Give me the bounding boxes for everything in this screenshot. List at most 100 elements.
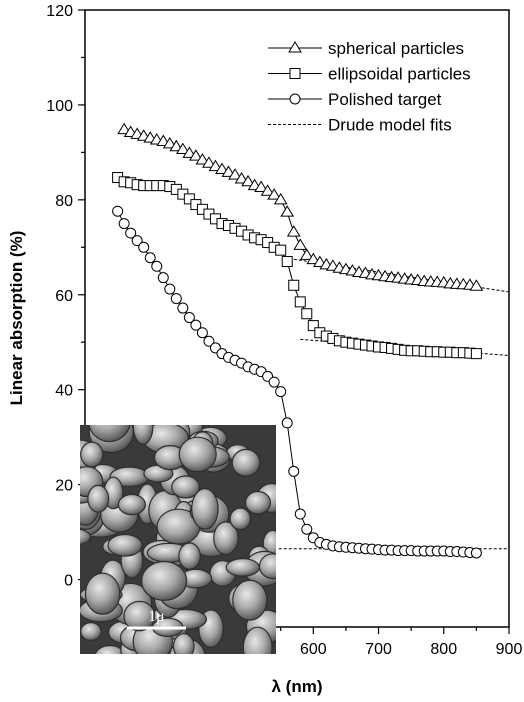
x-tick-label: 700 xyxy=(365,641,392,658)
grain-shape xyxy=(242,626,273,654)
y-tick-label: 40 xyxy=(55,383,73,400)
grain-shape xyxy=(80,622,102,642)
data-point-circle xyxy=(268,376,280,388)
x-tick-label: 800 xyxy=(430,641,457,658)
legend: spherical particles ellipsoidal particles… xyxy=(268,39,471,135)
data-point-triangle xyxy=(286,225,301,237)
data-point-triangle xyxy=(254,180,269,193)
grain-shape xyxy=(123,600,156,632)
data-point-triangle xyxy=(299,248,314,260)
grain-shape xyxy=(229,507,252,531)
data-point-circle xyxy=(131,235,143,247)
grain-shape xyxy=(178,542,201,570)
grain-shape xyxy=(132,425,154,445)
data-point-circle xyxy=(294,508,306,520)
y-tick-label: 80 xyxy=(55,193,73,210)
grain-shape xyxy=(258,553,276,580)
data-point-triangle xyxy=(182,146,197,158)
data-point-triangle xyxy=(215,162,229,174)
x-axis-title: λ (nm) xyxy=(272,677,323,696)
data-point-circle xyxy=(170,293,182,305)
data-point-triangle xyxy=(293,238,308,250)
data-point-circle xyxy=(125,227,137,239)
data-point-circle xyxy=(196,327,208,339)
y-tick-labels: 0 20 40 60 80 100 120 xyxy=(46,3,73,590)
legend-label: ellipsoidal particles xyxy=(328,65,471,84)
grain-shape xyxy=(191,488,219,530)
grain-shape xyxy=(88,425,131,443)
data-point-triangle xyxy=(175,142,190,155)
data-point-triangle xyxy=(260,184,275,196)
data-point-triangle xyxy=(306,252,321,265)
x-tick-label: 600 xyxy=(300,641,327,658)
data-point-circle xyxy=(301,523,313,535)
data-point-square xyxy=(470,348,482,360)
data-point-triangle xyxy=(469,279,484,291)
data-point-square xyxy=(281,256,293,268)
data-point-triangle xyxy=(280,205,295,217)
grain-shape xyxy=(87,484,110,513)
grain-shape xyxy=(80,528,91,546)
plot-frame xyxy=(84,9,510,628)
data-point-triangle xyxy=(221,165,236,177)
data-point-triangle xyxy=(267,188,282,200)
grain-shape xyxy=(140,560,188,601)
grain-shape xyxy=(213,521,239,555)
legend-marker-triangle xyxy=(288,41,302,53)
drude-fit-lines xyxy=(278,257,510,550)
legend-marker-square xyxy=(289,68,301,79)
grain-shape xyxy=(178,436,217,473)
data-point-circle xyxy=(183,312,195,324)
grain-shape xyxy=(231,448,261,477)
data-point-circle xyxy=(470,547,482,559)
data-point-circle xyxy=(281,417,293,429)
data-point-circle xyxy=(190,319,202,331)
data-point-circle xyxy=(164,283,176,295)
data-point-circle xyxy=(157,272,169,284)
grain-shape xyxy=(171,475,200,499)
series-markers xyxy=(112,122,484,559)
x-tick-label: 900 xyxy=(496,641,523,658)
grain-shape xyxy=(84,572,121,615)
legend-label: Polished target xyxy=(328,90,442,109)
y-tick-label: 120 xyxy=(46,3,73,20)
data-point-square xyxy=(301,308,313,320)
data-point-circle xyxy=(112,205,124,217)
data-point-square xyxy=(288,279,300,291)
data-point-circle xyxy=(275,386,287,398)
series-line-square xyxy=(117,177,477,355)
grain-shape xyxy=(117,493,147,516)
legend-marker-circle xyxy=(289,93,301,105)
grain-shape xyxy=(172,633,195,654)
data-point-triangle xyxy=(273,192,288,205)
data-point-triangle xyxy=(241,174,255,187)
data-point-triangle xyxy=(234,171,249,184)
data-point-triangle xyxy=(202,156,216,168)
y-tick-label: 60 xyxy=(55,288,73,305)
grain-shape xyxy=(94,644,126,654)
data-point-square xyxy=(275,244,287,256)
legend-label: Drude model fits xyxy=(328,116,452,135)
data-point-triangle xyxy=(208,159,223,172)
data-point-square xyxy=(294,296,306,308)
y-tick-label: 100 xyxy=(46,98,73,115)
y-tick-label: 0 xyxy=(64,573,73,590)
scale-bar-label: 1μ xyxy=(148,608,165,625)
grain-shape xyxy=(225,558,260,577)
data-point-circle xyxy=(144,252,156,264)
data-point-triangle xyxy=(195,153,210,165)
data-point-circle xyxy=(177,302,189,314)
grain-shape xyxy=(232,579,268,621)
data-point-circle xyxy=(288,465,300,477)
legend-label: spherical particles xyxy=(328,39,464,58)
data-point-circle xyxy=(138,241,150,253)
data-point-triangle xyxy=(228,168,242,180)
grain-shape xyxy=(244,490,272,515)
data-point-triangle xyxy=(189,149,203,161)
y-axis-title: Linear absorption (%) xyxy=(7,231,26,406)
data-point-circle xyxy=(118,218,130,230)
data-point-triangle xyxy=(117,122,132,135)
data-point-square xyxy=(183,193,195,205)
y-tick-label: 20 xyxy=(55,478,73,495)
